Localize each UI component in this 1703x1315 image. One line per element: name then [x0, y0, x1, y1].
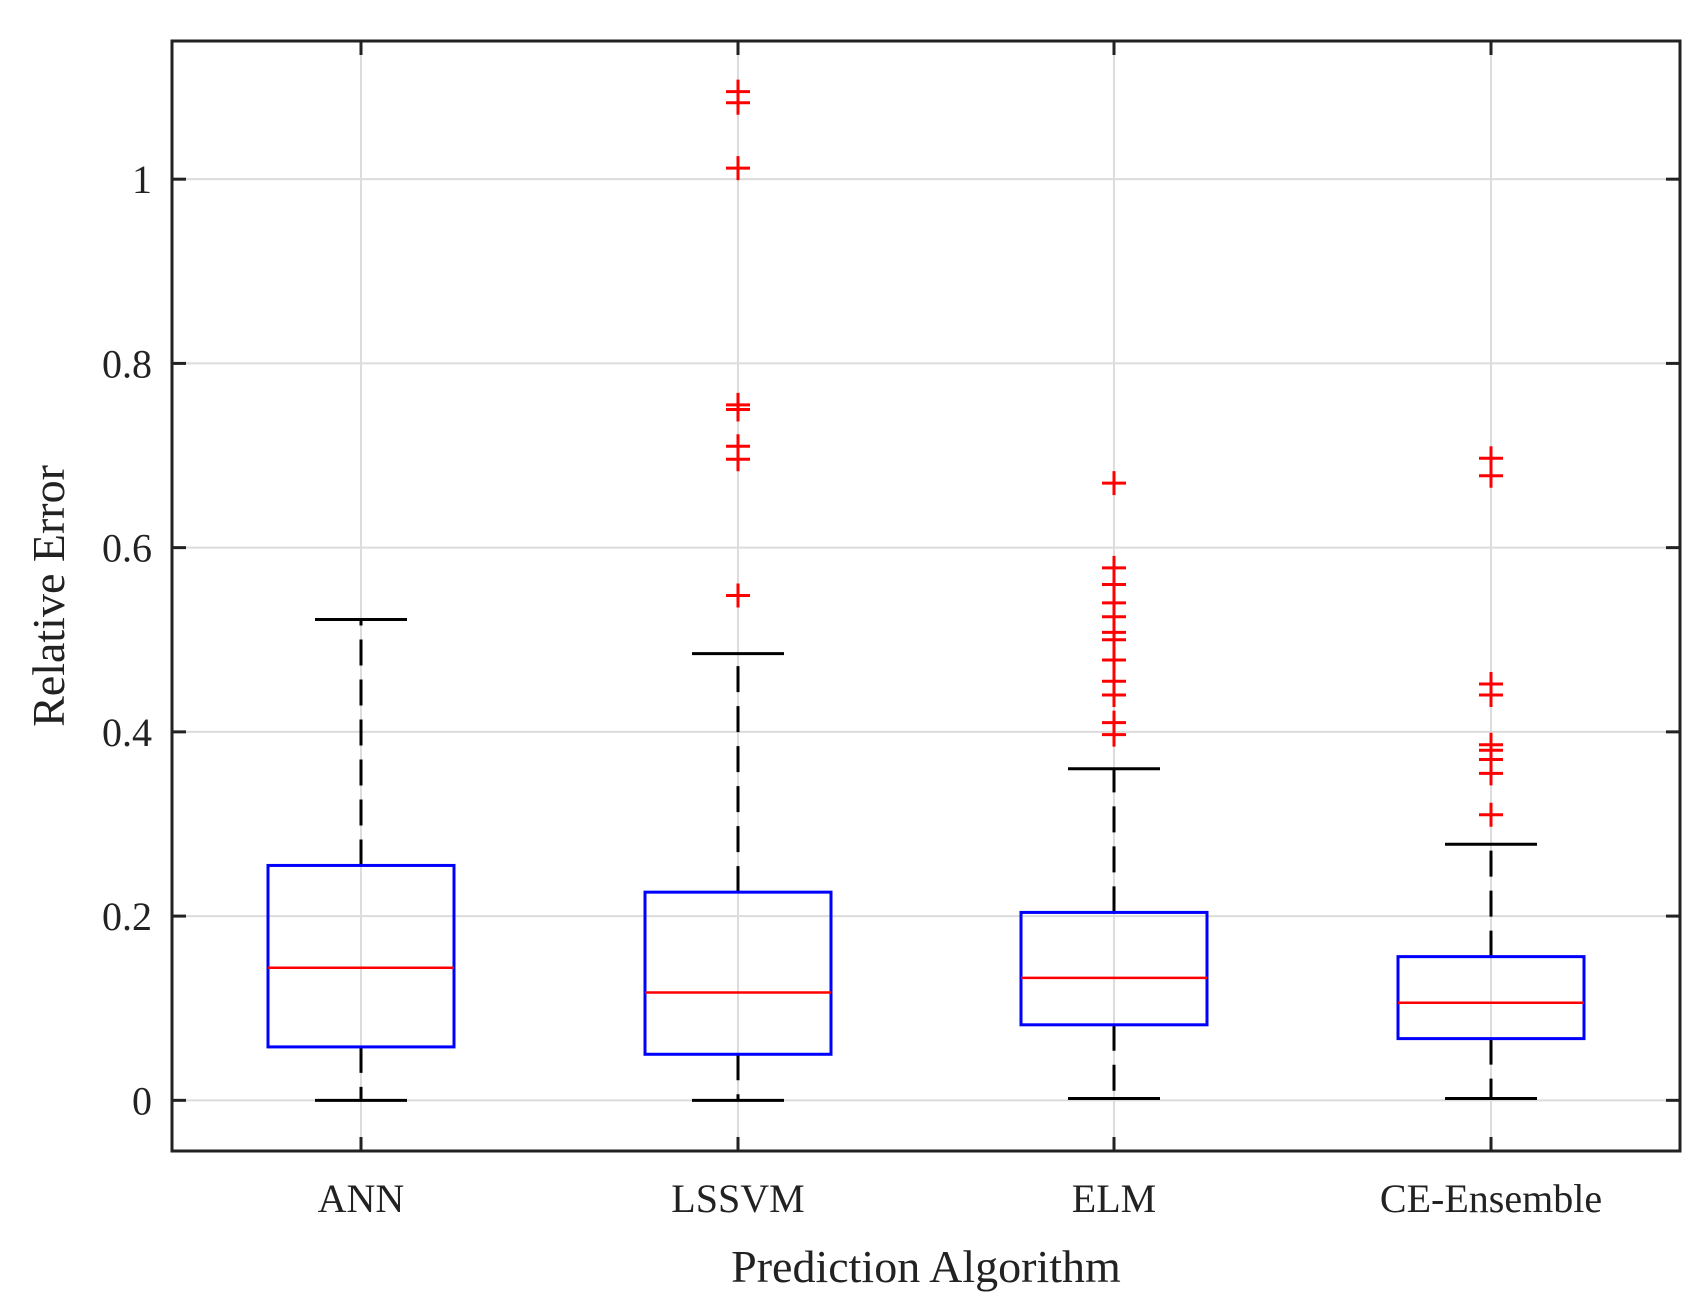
outlier-marker	[1102, 627, 1126, 652]
outlier-marker	[1102, 683, 1126, 708]
outlier-marker	[726, 397, 750, 422]
outlier-marker	[1102, 648, 1126, 673]
outlier-marker	[726, 447, 750, 472]
x-category-label: ELM	[1072, 1176, 1156, 1221]
tick-labels: 0 0.2 0.4 0.6 0.8 1 ANN LSSVM ELM CE-Ensemble	[102, 157, 1602, 1221]
x-axis-title: Prediction Algorithm	[731, 1241, 1121, 1292]
iqr-box	[643, 890, 833, 1056]
box-group	[266, 617, 456, 1102]
box-plot-series	[266, 79, 1586, 1102]
y-tick-label: 1	[132, 157, 152, 202]
y-tick-label: 0.4	[102, 710, 152, 755]
y-tick-label: 0.8	[102, 341, 152, 386]
box-group	[1396, 446, 1586, 1100]
box-group	[643, 79, 833, 1102]
axis-ticks	[172, 41, 1680, 1151]
y-axis-title: Relative Error	[23, 465, 74, 727]
outlier-marker	[1479, 683, 1503, 708]
x-category-label: CE-Ensemble	[1380, 1176, 1602, 1221]
iqr-box	[1019, 910, 1209, 1027]
iqr-box	[266, 863, 456, 1049]
y-tick-label: 0.2	[102, 894, 152, 939]
outlier-marker	[726, 90, 750, 115]
x-category-label: LSSVM	[671, 1176, 804, 1221]
outlier-marker	[1479, 463, 1503, 488]
outlier-marker	[1102, 471, 1126, 496]
box-group	[1019, 471, 1209, 1100]
axes-frame	[170, 39, 1682, 1153]
iqr-box	[1396, 955, 1586, 1041]
outlier-marker	[726, 583, 750, 608]
outlier-marker	[1479, 802, 1503, 827]
grid-lines	[172, 41, 1680, 1151]
outlier-marker	[1102, 722, 1126, 747]
y-tick-label: 0	[132, 1078, 152, 1123]
x-category-label: ANN	[318, 1176, 405, 1221]
outlier-marker	[726, 156, 750, 181]
outlier-marker	[1479, 761, 1503, 786]
y-tick-label: 0.6	[102, 526, 152, 571]
